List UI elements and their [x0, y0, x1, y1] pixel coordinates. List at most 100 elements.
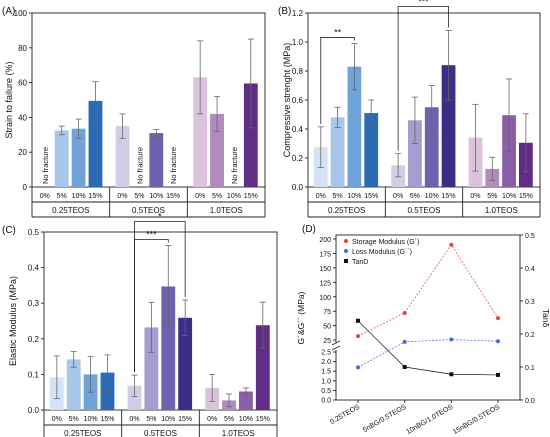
y-left-tick-label: 0.0 — [321, 398, 331, 405]
series-point — [449, 337, 454, 342]
series-point — [449, 372, 454, 377]
axis-break-mark — [331, 345, 341, 351]
y-tick-label: 0.4 — [28, 264, 40, 273]
category-label: 5% — [69, 416, 79, 423]
bar — [441, 65, 456, 187]
category-label: 10% — [72, 193, 86, 200]
series-point — [449, 242, 454, 247]
category-label: 5% — [57, 193, 67, 200]
y-tick-label: 80 — [18, 44, 27, 53]
series-point — [356, 365, 360, 370]
series-line — [357, 244, 499, 337]
significance-label: *** — [146, 230, 157, 240]
bar — [54, 130, 69, 187]
no-fracture-label: No fracture — [230, 147, 239, 184]
category-label: 10% — [347, 193, 361, 200]
category-label: 5% — [134, 193, 144, 200]
plot-frame — [335, 234, 521, 401]
bar — [115, 126, 130, 187]
y-tick-label: 0.0 — [28, 406, 40, 415]
series-point — [356, 318, 360, 323]
no-fracture-label: No fracture — [41, 147, 50, 184]
category-label: 15% — [519, 193, 533, 200]
series-point — [496, 339, 500, 344]
legend-label: TanD — [352, 259, 368, 266]
bar — [243, 83, 258, 187]
legend-marker — [344, 259, 348, 263]
series-point — [496, 372, 500, 377]
category-label: 0% — [117, 193, 127, 200]
y-left-tick-label: 150 — [319, 266, 331, 273]
axis-break-mark — [331, 340, 341, 346]
y-left-tick-label: 2.5 — [321, 350, 331, 357]
legend-label: Storage Modulus (G´) — [352, 239, 419, 246]
category-label: 0% — [470, 193, 480, 200]
y-left-tick-label: 75 — [323, 309, 331, 316]
y-left-axis-label: G´&G´´ (MPa) — [296, 291, 306, 344]
bar — [127, 385, 142, 410]
category-label: 15% — [88, 193, 102, 200]
bar — [408, 120, 422, 187]
panel-a: 0 20 40 60 80 100 Strain to failure (%) (A) 0% 5%… — [2, 6, 266, 218]
y-right-tick-label: 0.5 — [525, 233, 535, 240]
y-left-tick-label: 0.5 — [321, 388, 331, 395]
y-tick-label: 0.2 — [292, 154, 304, 163]
category-label: 10% — [227, 193, 241, 200]
panel-b: 0.0 0.2 0.4 0.6 0.8 1.0 1.2 Compressive strengh… — [278, 0, 541, 218]
x-tick-label: 15nBG/0.5TEOS — [452, 404, 501, 436]
bar — [100, 372, 115, 410]
category-label: 0% — [40, 193, 50, 200]
y-left-tick-label: 25 — [323, 338, 331, 345]
y-tick-label: 0.5 — [28, 228, 40, 237]
group-label: 0.5TEOS — [132, 206, 165, 215]
category-label: 15% — [442, 193, 456, 200]
x-tick-label: 0.25TEOS — [329, 404, 361, 427]
y-left-tick-label: 2.0 — [321, 359, 331, 366]
y-tick-label: 0.3 — [28, 299, 40, 308]
y-right-tick-label: 0.2 — [525, 332, 535, 339]
group-label: 0.5TEOS — [408, 206, 441, 215]
category-label: 0% — [316, 193, 326, 200]
series-point — [402, 310, 407, 315]
bar — [210, 113, 224, 187]
plot-frame — [43, 231, 278, 411]
panel-tag: (B) — [278, 6, 291, 17]
y-axis-label: Compressive strenght (MPa) — [282, 43, 292, 158]
category-label: 15% — [364, 193, 378, 200]
y-tick-label: 20 — [18, 148, 27, 157]
category-label: 5% — [212, 193, 222, 200]
category-label: 5% — [224, 416, 234, 423]
group-label: 0.25TEOS — [328, 206, 365, 215]
y-tick-label: 0.6 — [292, 96, 304, 105]
series-point — [496, 316, 500, 321]
series-line — [357, 339, 499, 368]
significance-bracket — [320, 37, 355, 124]
bar — [88, 100, 103, 187]
group-label: 0.25TEOS — [52, 206, 89, 215]
category-label: 10% — [161, 416, 175, 423]
bar — [66, 359, 81, 410]
category-label: 10% — [84, 416, 98, 423]
category-label: 10% — [149, 193, 163, 200]
legend-marker — [344, 249, 348, 253]
series-point — [356, 334, 360, 339]
panel-tag: (D) — [302, 224, 316, 235]
y-right-tick-label: 0.4 — [525, 266, 535, 273]
category-label: 15% — [100, 416, 114, 423]
category-label: 10% — [239, 416, 253, 423]
y-tick-label: 40 — [18, 113, 27, 122]
bar — [193, 77, 208, 187]
y-tick-label: 100 — [14, 9, 28, 18]
y-left-tick-label: 1.0 — [321, 378, 331, 385]
y-left-tick-label: 175 — [319, 251, 331, 258]
bar — [161, 286, 176, 410]
y-left-tick-label: 100 — [319, 295, 331, 302]
category-label: 0% — [393, 193, 403, 200]
category-label: 10% — [502, 193, 516, 200]
y-tick-label: 0.1 — [28, 370, 40, 379]
series-point — [402, 339, 407, 344]
series-line — [357, 320, 499, 376]
no-fracture-label: No fracture — [135, 147, 144, 184]
group-label: 1.0TEOS — [210, 206, 243, 215]
